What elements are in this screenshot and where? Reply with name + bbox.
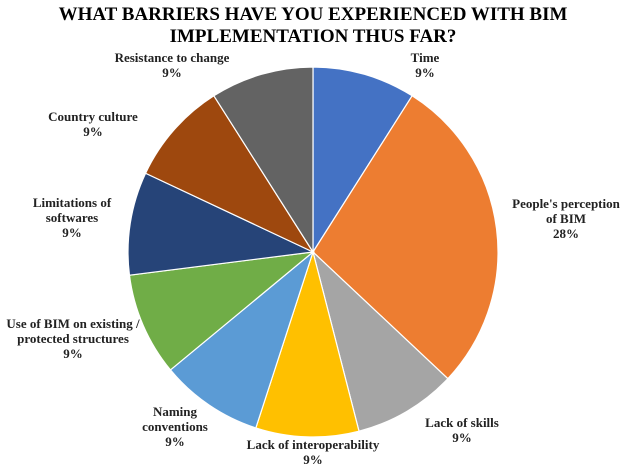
slice-label: Limitations of softwares 9% — [17, 195, 127, 240]
pie-slice — [144, 94, 315, 254]
pie-slice — [312, 66, 413, 255]
slice-label: Lack of interoperability 9% — [238, 437, 388, 467]
pie-slice — [128, 251, 315, 371]
value-label: 9% — [63, 346, 83, 361]
value-label: 9% — [62, 225, 82, 240]
category-label: Naming conventions — [142, 404, 208, 434]
value-label: 9% — [83, 124, 103, 139]
pie-slice — [169, 250, 315, 429]
chart-title: WHAT BARRIERS HAVE YOU EXPERIENCED WITH … — [58, 4, 568, 47]
pie-slice — [213, 66, 314, 255]
slice-label: Time 9% — [385, 50, 465, 80]
pie-slice — [255, 249, 360, 438]
value-label: 9% — [452, 430, 472, 445]
category-label: Country culture — [48, 109, 138, 124]
slice-label: Country culture 9% — [28, 109, 158, 139]
value-label: 9% — [162, 65, 182, 80]
category-label: Limitations of softwares — [32, 195, 112, 225]
value-label: 9% — [415, 65, 435, 80]
pie-slice — [312, 94, 499, 380]
slice-label: Naming conventions 9% — [120, 404, 230, 449]
pie-slice — [311, 250, 449, 432]
value-label: 9% — [303, 452, 323, 467]
category-label: Use of BIM on existing / protected struc… — [6, 316, 140, 346]
slice-label: Resistance to change 9% — [97, 50, 247, 80]
value-label: 28% — [553, 226, 579, 241]
slice-label: People's perception of BIM 28% — [506, 196, 626, 241]
value-label: 9% — [165, 434, 185, 449]
category-label: People's perception of BIM — [512, 196, 620, 226]
category-label: Lack of skills — [425, 415, 499, 430]
category-label: Time — [410, 50, 440, 65]
pie-slice — [127, 172, 316, 276]
category-label: Lack of interoperability — [246, 437, 380, 452]
slice-label: Use of BIM on existing / protected struc… — [3, 316, 143, 361]
category-label: Resistance to change — [114, 50, 230, 65]
slice-label: Lack of skills 9% — [407, 415, 517, 445]
